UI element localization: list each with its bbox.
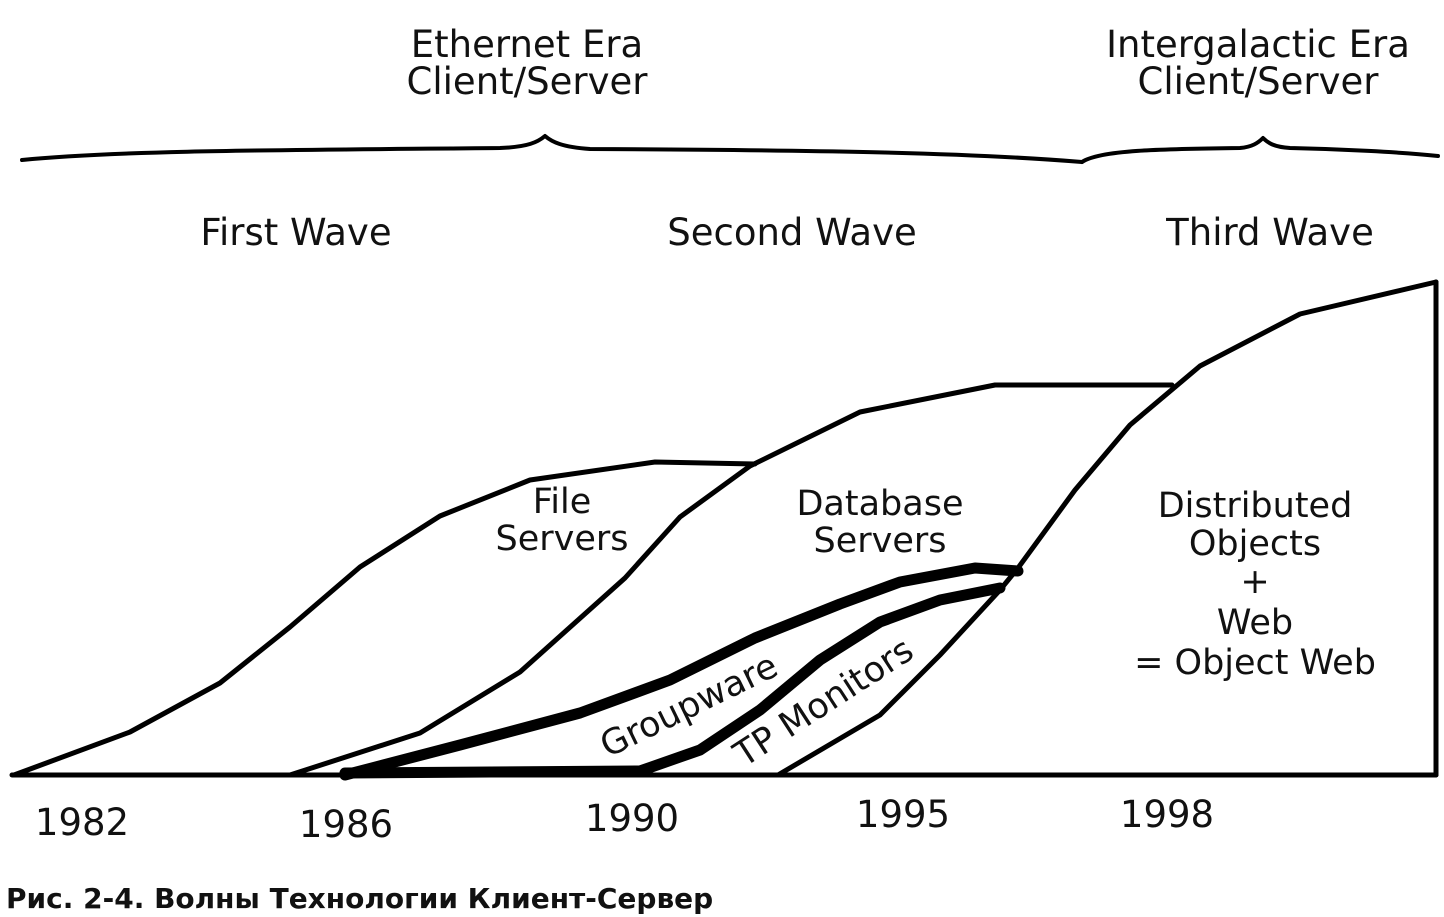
database-servers-label-line2: Servers	[813, 521, 946, 561]
wave-label-third: Third Wave	[1165, 211, 1374, 254]
tp-monitors-curve	[339, 582, 1006, 779]
file-servers-label-line2: Servers	[495, 519, 628, 559]
file-servers-label-line1: File	[533, 482, 592, 522]
wave-label-second: Second Wave	[667, 211, 916, 254]
groupware-curve	[339, 562, 1024, 781]
distributed-label-line2: Objects	[1189, 524, 1321, 564]
database-servers-label-line1: Database	[796, 484, 963, 524]
year-label-1982: 1982	[35, 801, 129, 844]
year-label-1995: 1995	[856, 793, 950, 836]
distributed-label-line4: Web	[1217, 603, 1293, 643]
year-label-1998: 1998	[1120, 793, 1214, 836]
wave-label-first: First Wave	[200, 211, 391, 254]
distributed-label-line3: +	[1240, 562, 1269, 602]
database-servers-curve	[287, 382, 1175, 778]
era-label-intergalactic-line2: Client/Server	[1138, 60, 1380, 103]
era-brace-intergalactic	[1080, 136, 1440, 164]
era-brace-ethernet	[20, 134, 1084, 164]
tp-monitors-right-edge	[775, 565, 1021, 778]
era-label-ethernet-line2: Client/Server	[407, 60, 649, 103]
file-servers-curve	[11, 459, 758, 778]
era-label-ethernet-line1: Ethernet Era	[411, 23, 643, 66]
year-label-1986: 1986	[299, 803, 393, 846]
distributed-label-line1: Distributed	[1158, 486, 1353, 526]
distributed-label-line5: = Object Web	[1134, 643, 1376, 683]
year-label-1990: 1990	[585, 797, 679, 840]
figure-caption: Рис. 2-4. Волны Технологии Клиент-Сервер	[6, 882, 713, 915]
era-label-intergalactic-line1: Intergalactic Era	[1106, 23, 1410, 66]
distributed-objects-curve	[1015, 279, 1439, 571]
